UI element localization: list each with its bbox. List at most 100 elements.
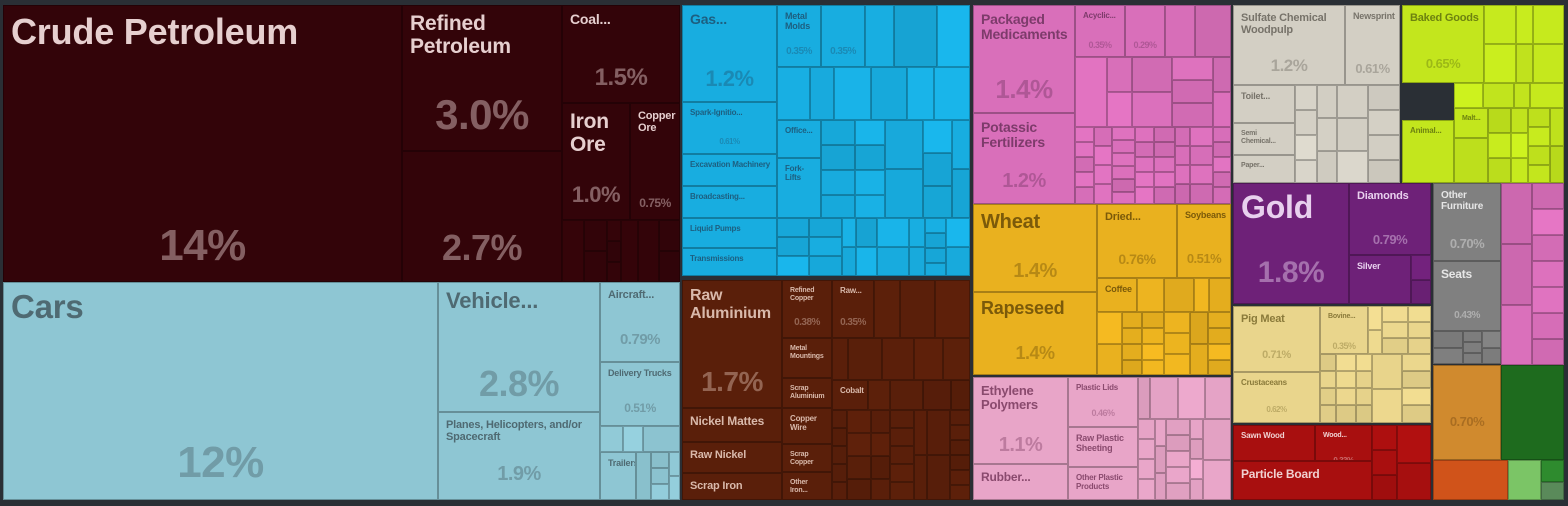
- minor-product-tile[interactable]: [1142, 312, 1164, 328]
- minor-product-tile[interactable]: [1402, 371, 1431, 388]
- tile-paper-containers[interactable]: Paper...: [1233, 155, 1295, 183]
- minor-product-tile[interactable]: [882, 338, 914, 380]
- minor-product-tile[interactable]: [856, 247, 877, 276]
- minor-product-tile[interactable]: [809, 256, 842, 276]
- minor-product-tile[interactable]: [1501, 244, 1532, 305]
- minor-product-tile[interactable]: [1533, 44, 1564, 83]
- minor-product-tile[interactable]: [1166, 419, 1190, 435]
- tile-raw-plastic-sheeting[interactable]: Raw Plastic Sheeting: [1068, 427, 1138, 467]
- minor-product-tile[interactable]: [1122, 328, 1142, 344]
- minor-product-tile[interactable]: [1203, 419, 1231, 460]
- minor-product-tile[interactable]: [584, 220, 607, 251]
- tile-planes-helicopters-and-or-spacecraft[interactable]: Planes, Helicopters, and/or Spacecraft 1.…: [438, 412, 600, 500]
- minor-product-tile[interactable]: [1164, 278, 1194, 312]
- tile-crude-petroleum[interactable]: Crude Petroleum 14%: [3, 5, 402, 282]
- tile-office-machine-parts[interactable]: Office...: [777, 120, 821, 158]
- tile-refined-copper[interactable]: Refined Copper 0.38%: [782, 280, 832, 338]
- minor-product-tile[interactable]: [1172, 103, 1213, 127]
- minor-product-tile[interactable]: [1372, 475, 1397, 500]
- minor-product-tile[interactable]: [1213, 57, 1231, 92]
- minor-product-tile[interactable]: [821, 195, 855, 218]
- minor-product-tile[interactable]: [562, 220, 584, 282]
- minor-product-tile[interactable]: [1532, 235, 1564, 261]
- minor-product-tile[interactable]: [1208, 312, 1231, 328]
- minor-product-tile[interactable]: [1155, 473, 1166, 500]
- tile-other-machinery[interactable]: 0.35%: [821, 5, 865, 67]
- minor-product-tile[interactable]: [1135, 187, 1154, 204]
- minor-product-tile[interactable]: [934, 67, 970, 120]
- minor-product-tile[interactable]: [1135, 127, 1154, 142]
- minor-product-tile[interactable]: [1484, 5, 1516, 44]
- minor-product-tile[interactable]: [1142, 328, 1164, 344]
- minor-product-tile[interactable]: [1154, 187, 1175, 204]
- minor-product-tile[interactable]: [1382, 322, 1408, 338]
- minor-product-tile[interactable]: [1411, 280, 1431, 304]
- minor-product-tile[interactable]: [1165, 5, 1195, 57]
- minor-product-tile[interactable]: [1372, 354, 1402, 389]
- minor-product-tile[interactable]: [1508, 460, 1541, 500]
- minor-product-tile[interactable]: [607, 262, 621, 282]
- minor-product-tile[interactable]: [1194, 278, 1209, 312]
- minor-product-tile[interactable]: [834, 67, 871, 120]
- minor-product-tile[interactable]: [1402, 405, 1431, 423]
- minor-product-tile[interactable]: [923, 120, 952, 153]
- tile-nickel-mattes[interactable]: Nickel Mattes: [682, 408, 782, 442]
- minor-product-tile[interactable]: [847, 410, 871, 433]
- minor-product-tile[interactable]: [584, 251, 607, 282]
- minor-product-tile[interactable]: [1122, 344, 1142, 360]
- minor-product-tile[interactable]: [1190, 165, 1213, 184]
- minor-product-tile[interactable]: [1175, 146, 1190, 165]
- minor-product-tile[interactable]: [638, 220, 659, 282]
- minor-product-tile[interactable]: [651, 452, 669, 468]
- minor-product-tile[interactable]: [1533, 5, 1564, 44]
- minor-product-tile[interactable]: [1382, 338, 1408, 354]
- minor-product-tile[interactable]: [1213, 187, 1231, 204]
- minor-product-tile[interactable]: [1368, 135, 1400, 160]
- minor-product-tile[interactable]: [643, 426, 680, 452]
- minor-product-tile[interactable]: [885, 169, 923, 218]
- minor-product-tile[interactable]: [874, 280, 900, 338]
- minor-product-tile[interactable]: [1075, 172, 1094, 187]
- minor-product-tile[interactable]: [1209, 278, 1231, 312]
- minor-product-tile[interactable]: [927, 455, 950, 500]
- minor-product-tile[interactable]: [1317, 151, 1337, 183]
- tile-excavation-machinery[interactable]: Excavation Machinery: [682, 154, 777, 186]
- minor-product-tile[interactable]: [1190, 146, 1213, 165]
- tile-gas-turbines[interactable]: Gas... 1.2%: [682, 5, 777, 102]
- minor-product-tile[interactable]: [1094, 165, 1112, 184]
- minor-product-tile[interactable]: [1356, 354, 1372, 371]
- minor-product-tile[interactable]: [1138, 439, 1155, 459]
- minor-product-tile[interactable]: [1368, 306, 1382, 330]
- minor-product-tile[interactable]: [1408, 306, 1431, 322]
- minor-product-tile[interactable]: [1138, 459, 1155, 479]
- minor-product-tile[interactable]: [950, 470, 970, 485]
- tile-wood-pulp-products[interactable]: Wood... 0.33%: [1315, 425, 1372, 461]
- minor-product-tile[interactable]: [871, 433, 890, 456]
- tile-sulfate-chemical-woodpulp[interactable]: Sulfate Chemical Woodpulp 1.2%: [1233, 5, 1345, 85]
- minor-product-tile[interactable]: [1320, 354, 1336, 371]
- tile-coffee[interactable]: Coffee: [1097, 278, 1137, 312]
- minor-product-tile[interactable]: [1336, 354, 1356, 371]
- minor-product-tile[interactable]: [1094, 127, 1112, 146]
- minor-product-tile[interactable]: [1137, 278, 1164, 312]
- minor-product-tile[interactable]: [1094, 184, 1112, 204]
- minor-product-tile[interactable]: [842, 247, 856, 276]
- tile-copper-ore[interactable]: Copper Ore 0.75%: [630, 103, 680, 220]
- minor-product-tile[interactable]: [1172, 80, 1213, 103]
- minor-product-tile[interactable]: [890, 380, 923, 410]
- minor-product-tile[interactable]: [927, 410, 950, 455]
- minor-product-tile[interactable]: [1295, 85, 1317, 110]
- minor-product-tile[interactable]: [1154, 172, 1175, 187]
- tile-semi-chemical-woodpulp[interactable]: Semi Chemical...: [1233, 123, 1295, 155]
- minor-product-tile[interactable]: [1484, 44, 1516, 83]
- minor-product-tile[interactable]: [1178, 377, 1205, 419]
- minor-product-tile[interactable]: [923, 380, 951, 410]
- minor-product-tile[interactable]: [1411, 255, 1431, 280]
- minor-product-tile[interactable]: [950, 485, 970, 500]
- minor-product-tile[interactable]: [1164, 333, 1190, 354]
- tile-rubber-tires[interactable]: Rubber...: [973, 464, 1068, 500]
- tile-animal-food[interactable]: Animal...: [1402, 120, 1454, 183]
- tile-soybeans[interactable]: Soybeans 0.51%: [1177, 204, 1231, 278]
- minor-product-tile[interactable]: [1433, 460, 1508, 500]
- minor-product-tile[interactable]: [1402, 354, 1431, 371]
